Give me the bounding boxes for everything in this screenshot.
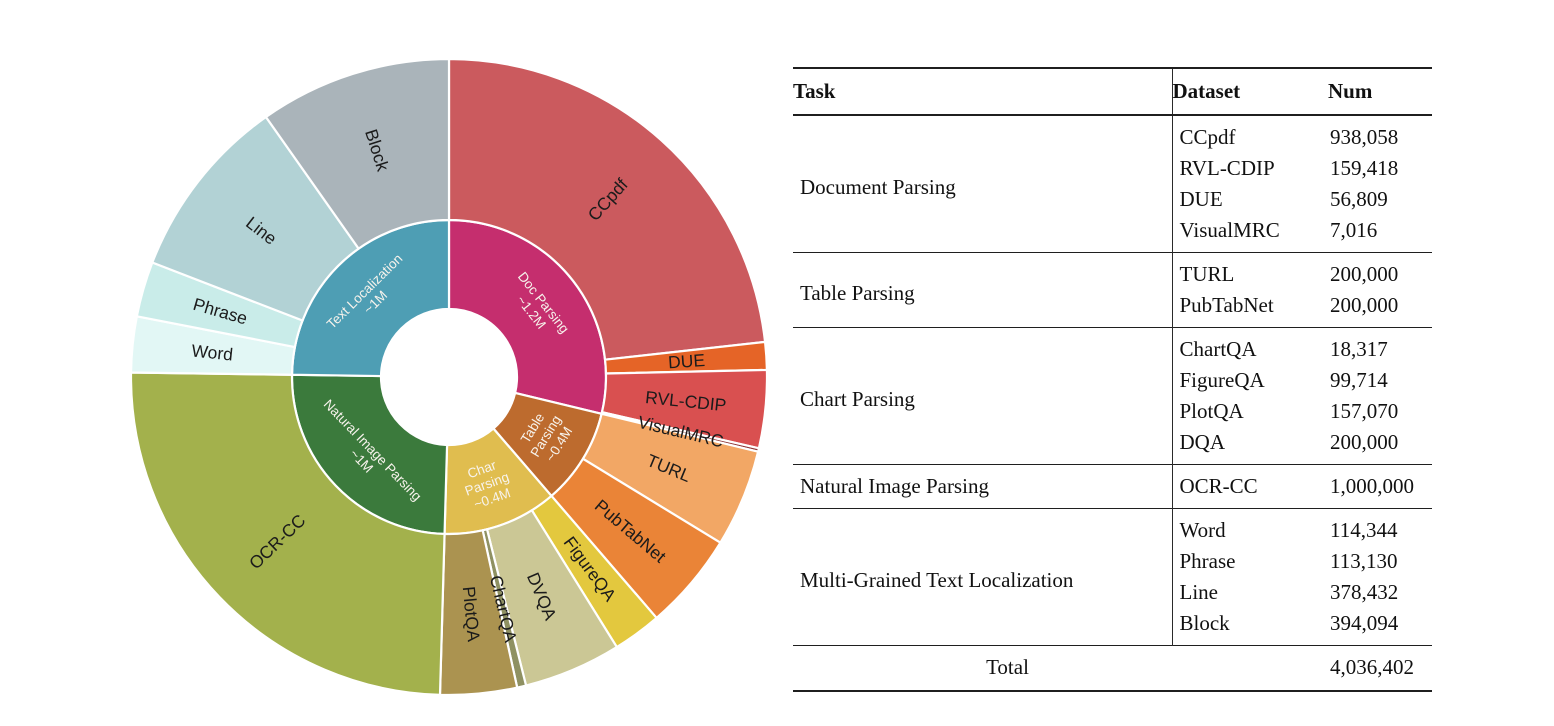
stats-table-wrap: Task Dataset Num Document Parsing CCpdf 93… xyxy=(793,67,1432,692)
dataset-cell: Phrase xyxy=(1171,546,1328,577)
num-cell: 200,000 xyxy=(1330,430,1399,454)
sunburst-segment-block xyxy=(264,57,451,250)
num-cell: 157,070 xyxy=(1330,399,1399,423)
dataset-cell: DUE xyxy=(1171,184,1328,215)
dataset-cell: RVL-CDIP xyxy=(1171,153,1328,184)
sunburst-segment-ccpdf xyxy=(447,57,767,361)
num-cell: 200,000 xyxy=(1328,252,1432,290)
num-cell: 114,344 xyxy=(1328,508,1432,546)
table-row: Chart Parsing ChartQA 18,317 xyxy=(793,327,1432,465)
table-row: Table Parsing TURL 200,000 xyxy=(793,252,1432,328)
task-cell: Document Parsing xyxy=(800,174,956,199)
task-cell: Chart Parsing xyxy=(793,327,1172,465)
total-value: 4,036,402 xyxy=(1328,645,1432,692)
col-header-num: Num xyxy=(1328,68,1432,116)
dataset-cell: CCpdf xyxy=(1171,115,1328,153)
table-row: Block 394,094 xyxy=(793,608,1432,646)
num-cell: 99,714 xyxy=(1330,368,1388,392)
table-row: Document Parsing CCpdf 938,058 xyxy=(793,115,1432,199)
table-row: VisualMRC 7,016 xyxy=(793,215,1432,253)
dataset-cell: DQA xyxy=(1171,427,1328,465)
col-header-dataset: Dataset xyxy=(1171,68,1328,116)
dataset-cell: PubTabNet xyxy=(1171,290,1328,328)
num-cell: 378,432 xyxy=(1330,580,1399,604)
table-row: Phrase 113,130 xyxy=(793,546,1432,577)
num-cell: 938,058 xyxy=(1330,125,1399,149)
task-cell: Table Parsing xyxy=(793,252,1172,328)
task-cell: Natural Image Parsing xyxy=(793,464,1172,509)
sunburst-label-due: DUE xyxy=(667,350,705,372)
sunburst-chart: Doc Parsing~1.2MTableParsing~0.4MCharPar… xyxy=(129,57,769,697)
sunburst-label-word: Word xyxy=(191,340,234,364)
dataset-table: Task Dataset Num Document Parsing CCpdf 93… xyxy=(793,67,1432,692)
dataset-cell: OCR-CC xyxy=(1171,464,1328,509)
dataset-cell: FigureQA xyxy=(1171,365,1328,396)
dataset-cell: Block xyxy=(1171,608,1328,646)
num-cell: 113,130 xyxy=(1330,549,1398,573)
num-cell: 1,000,000 xyxy=(1328,464,1432,509)
table-row: Natural Image Parsing OCR-CC 1,000,000 xyxy=(793,464,1432,509)
total-label: Total xyxy=(793,645,1328,692)
total-row: Total 4,036,402 xyxy=(793,645,1432,692)
table-row: RVL-CDIP 159,418 xyxy=(793,153,1432,184)
num-cell: 18,317 xyxy=(1328,327,1432,365)
table-row: Line 378,432 xyxy=(793,577,1432,608)
num-cell: 7,016 xyxy=(1330,218,1378,242)
table-row: DUE 56,809 xyxy=(793,184,1432,215)
table-row: PlotQA 157,070 xyxy=(793,396,1432,427)
table-row: Multi-Grained Text Localization Word 114,3… xyxy=(793,508,1432,646)
sunburst-label-table-parsing: TableParsing~0.4M xyxy=(514,404,577,467)
num-cell: 394,094 xyxy=(1330,611,1399,635)
dataset-cell: PlotQA xyxy=(1171,396,1328,427)
table-row: DQA 200,000 xyxy=(793,427,1432,465)
sunburst-segment-ocr-cc xyxy=(129,371,446,696)
header-row: Task Dataset Num xyxy=(793,68,1432,116)
dataset-cell: TURL xyxy=(1171,252,1328,290)
table-body: Document Parsing CCpdf 938,058 RVL-CDIP 159,… xyxy=(793,115,1432,646)
dataset-cell: ChartQA xyxy=(1171,327,1328,365)
num-cell: 200,000 xyxy=(1330,293,1399,317)
col-header-task: Task xyxy=(793,68,1172,116)
num-cell: 159,418 xyxy=(1330,156,1399,180)
table-row: FigureQA 99,714 xyxy=(793,365,1432,396)
task-cell: Multi-Grained Text Localization xyxy=(793,508,1172,646)
num-cell: 56,809 xyxy=(1330,187,1388,211)
dataset-cell: VisualMRC xyxy=(1171,215,1328,253)
dataset-cell: Word xyxy=(1171,508,1328,546)
table-row: PubTabNet 200,000 xyxy=(793,290,1432,328)
dataset-cell: Line xyxy=(1171,577,1328,608)
